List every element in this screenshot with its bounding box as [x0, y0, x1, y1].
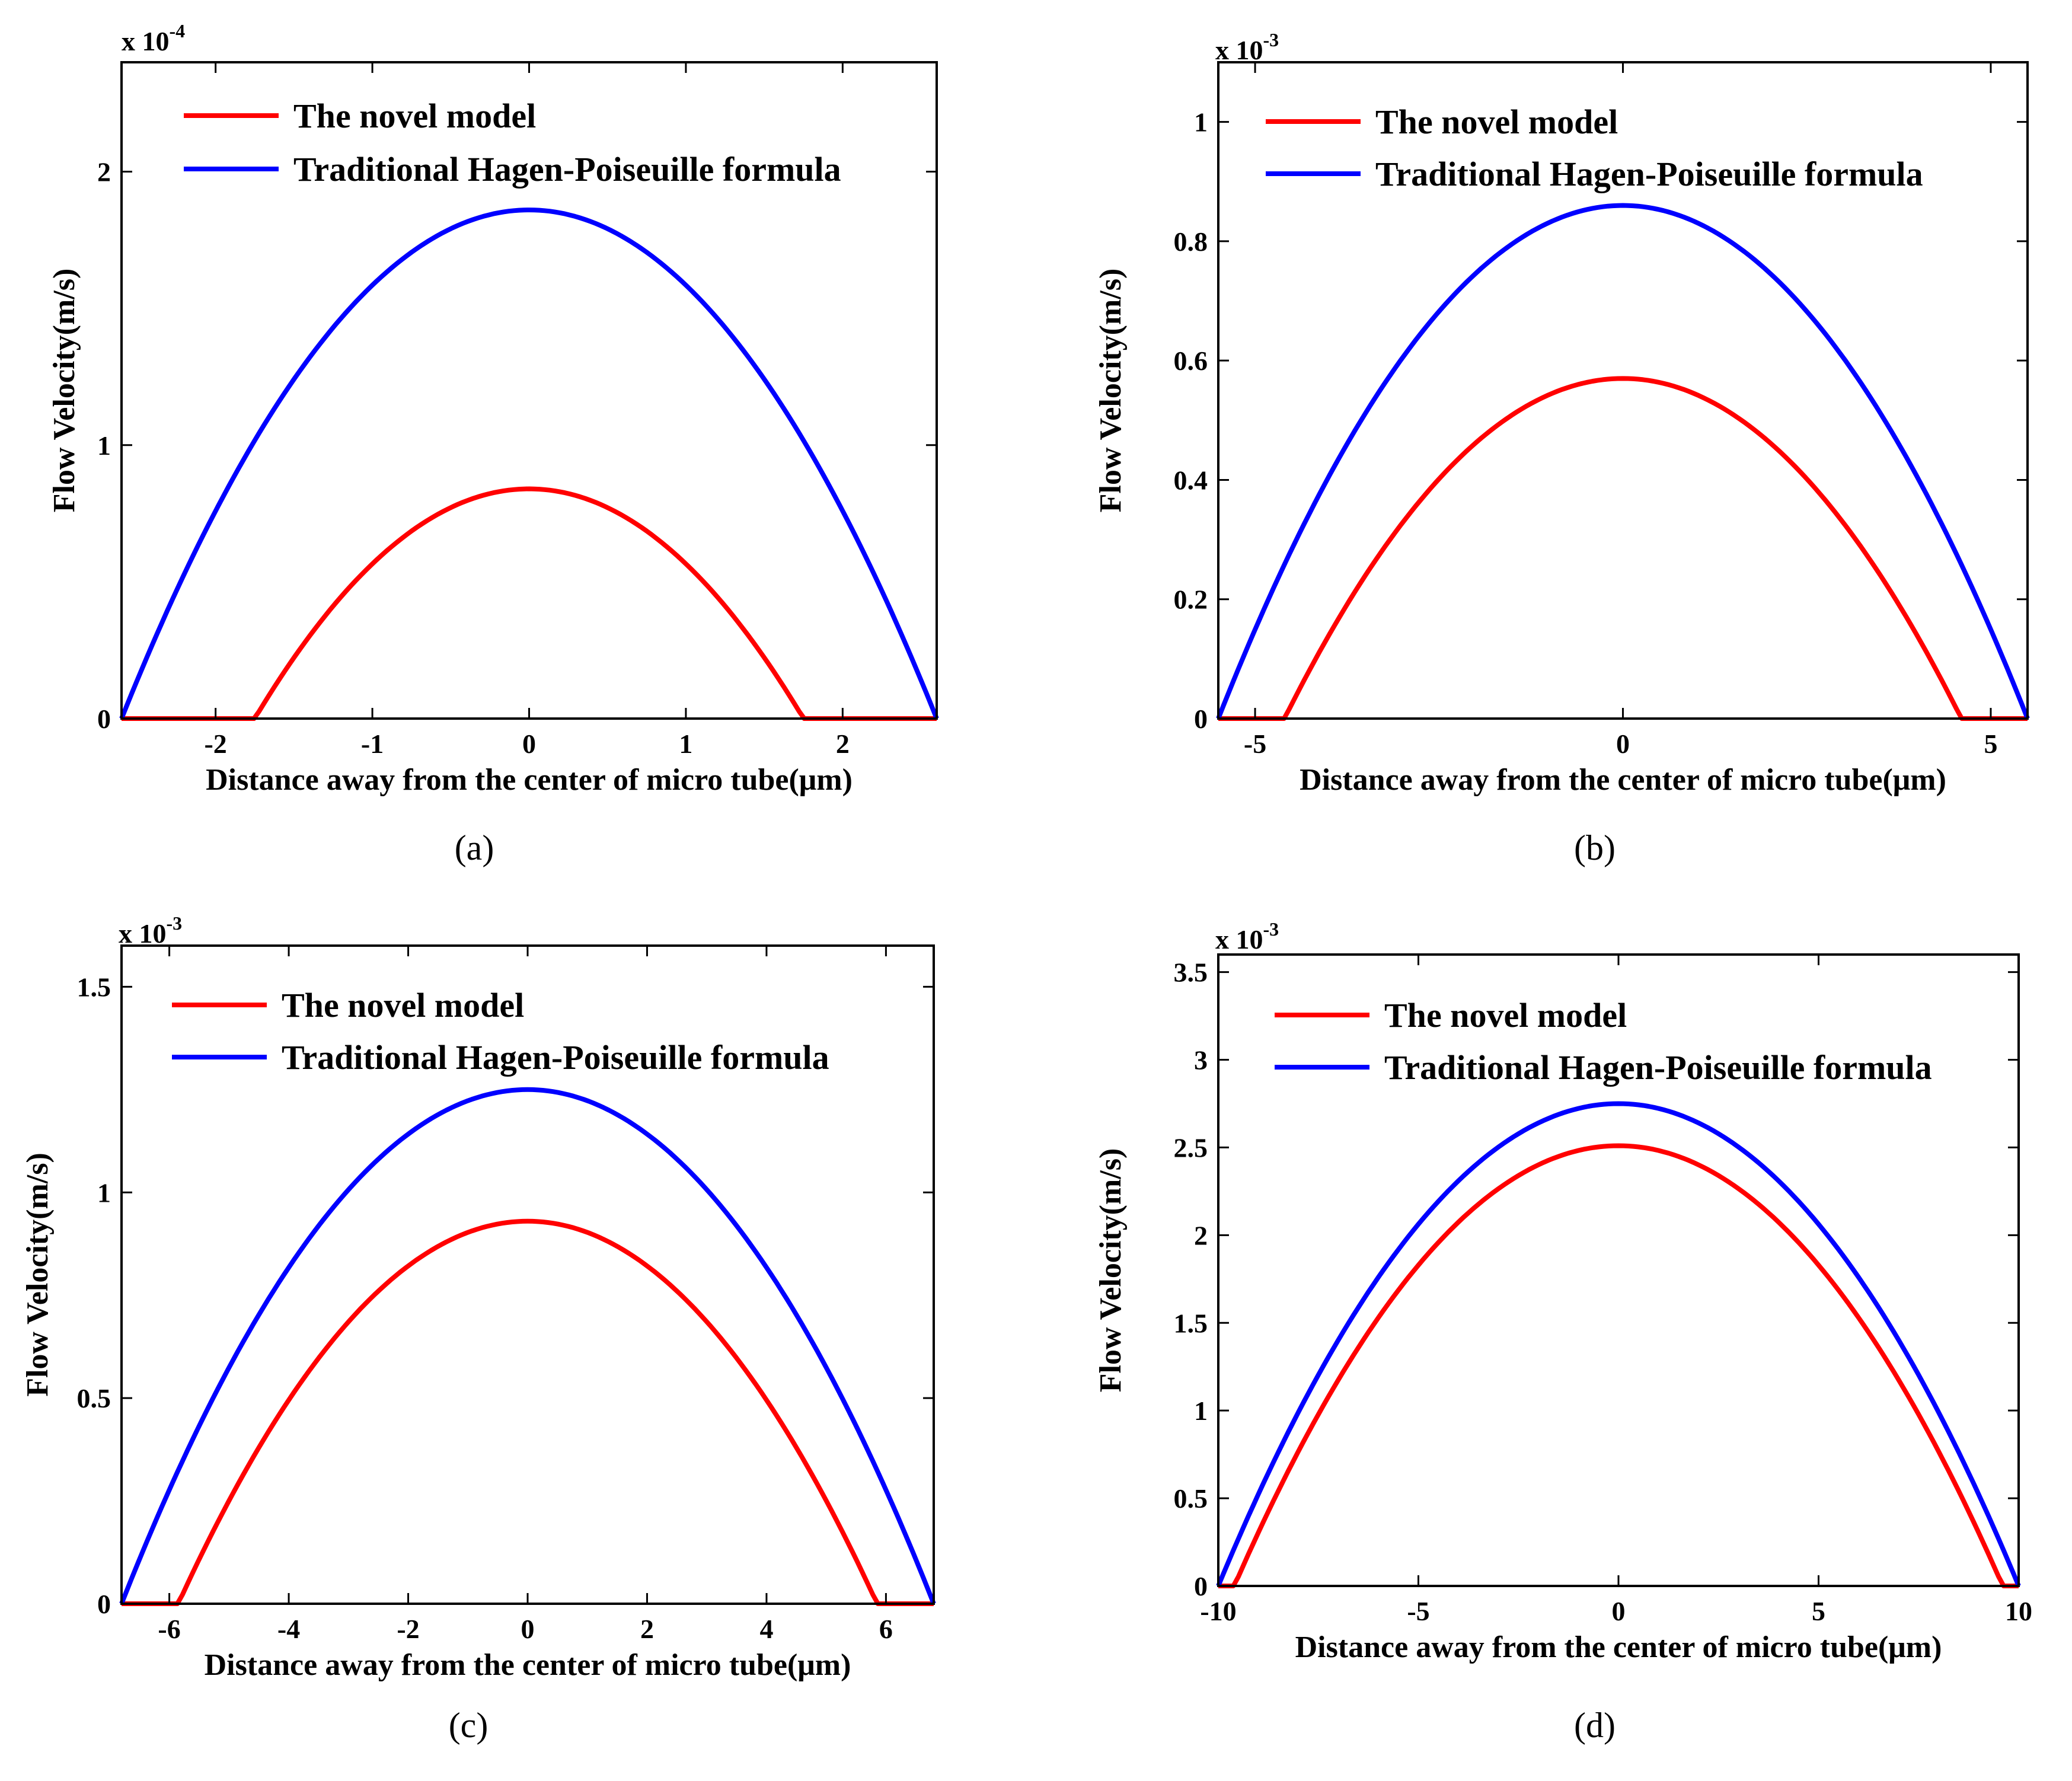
- y-tick-label: 1.5: [77, 972, 111, 1002]
- y-tick-label: 0.5: [77, 1383, 111, 1413]
- panel-caption: (c): [449, 1706, 489, 1745]
- y-tick-label: 0: [97, 1589, 111, 1619]
- x-axis-label: Distance away from the center of micro t…: [205, 1648, 851, 1682]
- chart-panel-c: -6 -4 -2 0 2 4 6 0 0.5 1 1.5 x 10-3 Distance away fr…: [21, 912, 936, 1745]
- legend-entry: The novel model: [1384, 996, 1627, 1035]
- y-tick-label: 0: [1194, 1571, 1208, 1601]
- panel-caption: (d): [1574, 1706, 1616, 1745]
- y-tick-label: 3.5: [1174, 957, 1208, 988]
- y-axis-label: Flow Velocity(m/s): [21, 1153, 55, 1397]
- y-exponent-label: x 10-3: [1215, 29, 1279, 65]
- panel-caption: (b): [1574, 828, 1616, 867]
- legend-entry: Traditional Hagen-Poiseuille formula: [1375, 155, 1923, 193]
- y-axis-label: Flow Velocity(m/s): [1094, 269, 1128, 513]
- x-tick-label: -10: [1200, 1596, 1236, 1626]
- y-tick-label: 0: [97, 704, 111, 734]
- chart-panel-d: -10 -5 0 5 10 0 0.5 1 1.5 2 2.5 3 3.5x 10-3 Distance …: [1094, 918, 2032, 1745]
- series-line-traditional-formula: [1216, 1101, 2021, 1587]
- y-tick-label: 0.8: [1174, 226, 1208, 257]
- series-line-novel-model: [122, 1218, 934, 1606]
- x-tick-label: -1: [361, 729, 384, 759]
- x-tick-label: -6: [158, 1614, 180, 1644]
- x-axis-label: Distance away from the center of micro t…: [206, 763, 853, 797]
- x-tick-label: 1: [679, 729, 692, 759]
- y-axis-label: Flow Velocity(m/s): [47, 269, 81, 513]
- y-tick-label: 2: [97, 157, 111, 187]
- x-tick-label: 5: [1812, 1596, 1825, 1626]
- y-tick-label: 1: [1194, 107, 1208, 138]
- y-axis-label: Flow Velocity(m/s): [1094, 1148, 1128, 1393]
- y-tick-label: 2.5: [1174, 1132, 1208, 1163]
- series-line-traditional-formula: [119, 1087, 936, 1605]
- y-tick-label: 1: [1194, 1396, 1208, 1426]
- x-tick-label: -4: [277, 1614, 300, 1644]
- series-line-novel-model: [1218, 1143, 2019, 1588]
- y-tick-label: 0.2: [1174, 585, 1208, 615]
- y-tick-label: 1: [97, 430, 111, 461]
- x-tick-label: 0: [521, 1614, 535, 1644]
- series-line-traditional-formula: [119, 208, 939, 720]
- legend-entry: Traditional Hagen-Poiseuille formula: [1384, 1048, 1932, 1087]
- x-tick-label: 0: [1612, 1596, 1626, 1626]
- x-tick-label: 10: [2005, 1596, 2032, 1626]
- y-exponent-label: x 10-4: [122, 20, 185, 56]
- y-exponent-label: x 10-3: [119, 912, 182, 949]
- y-tick-label: 0.6: [1174, 346, 1208, 376]
- legend-entry: Traditional Hagen-Poiseuille formula: [282, 1038, 829, 1077]
- x-tick-label: 2: [640, 1614, 654, 1644]
- x-tick-label: -2: [204, 729, 226, 759]
- x-axis-label: Distance away from the center of micro t…: [1295, 1630, 1942, 1664]
- x-axis-label: Distance away from the center of micro t…: [1300, 763, 1946, 797]
- x-tick-label: 0: [522, 729, 536, 759]
- series-line-traditional-formula: [1216, 203, 2030, 720]
- x-tick-label: -2: [397, 1614, 419, 1644]
- chart-panel-b: -5 0 5 0 0.2 0.4 0.6 0.8 1 x 10-3 Distance away fr…: [1094, 29, 2030, 867]
- legend-entry: The novel model: [293, 97, 536, 135]
- x-tick-label: -5: [1407, 1596, 1429, 1626]
- y-tick-label: 3: [1194, 1045, 1208, 1075]
- x-tick-label: -5: [1244, 729, 1266, 759]
- series-line-novel-model: [1218, 376, 2028, 721]
- y-tick-label: 1.5: [1174, 1308, 1208, 1338]
- y-tick-label: 0.4: [1174, 465, 1208, 495]
- x-tick-label: 0: [1616, 729, 1630, 759]
- x-tick-label: 5: [1984, 729, 1997, 759]
- legend-entry: The novel model: [1375, 103, 1618, 141]
- x-tick-label: 2: [836, 729, 850, 759]
- legend-entry: The novel model: [282, 986, 524, 1024]
- y-tick-label: 0.5: [1174, 1483, 1208, 1514]
- chart-panel-a: -2 -1 0 1 2 0 1 2 x 10-4 Distance away from the c…: [47, 20, 939, 867]
- y-tick-label: 2: [1194, 1220, 1208, 1250]
- panel-caption: (a): [455, 828, 494, 867]
- legend-entry: Traditional Hagen-Poiseuille formula: [293, 150, 841, 189]
- y-exponent-label: x 10-3: [1215, 918, 1279, 955]
- x-tick-label: 4: [759, 1614, 773, 1644]
- y-tick-label: 1: [97, 1177, 111, 1208]
- y-tick-label: 0: [1194, 704, 1208, 734]
- x-tick-label: 6: [879, 1614, 893, 1644]
- series-line-novel-model: [122, 486, 937, 721]
